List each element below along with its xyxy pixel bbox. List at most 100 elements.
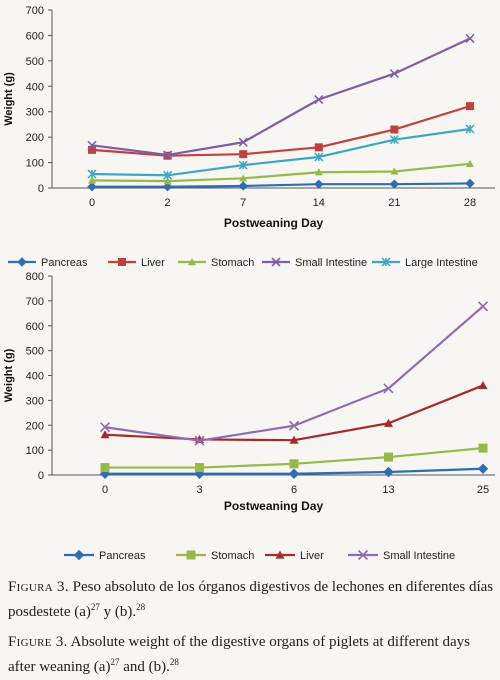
caption-english-mid: and (b).: [119, 659, 170, 675]
chart-b-series-small-intestine-point: [477, 301, 489, 312]
chart-b-series-stomach-point: [289, 459, 299, 469]
chart-b-series-liver-line: [104, 384, 484, 442]
caption-spanish-ref-a: 27: [90, 602, 100, 612]
chart-b-series-small-intestine-point: [194, 435, 205, 446]
chart-b-legend-label: Small Intestine: [383, 550, 455, 562]
chart-a-series-small-intestine-point: [389, 69, 399, 79]
chart-b-legend-marker: [186, 550, 196, 560]
chart-a-series-pancreas-point: [162, 182, 173, 192]
chart-a-series-liver-point: [390, 125, 399, 134]
chart-b-y-tick-label: 100: [26, 445, 44, 457]
caption-spanish: Figura 3. Peso absoluto de los órganos d…: [8, 577, 494, 622]
chart-a-series-stomach-point: [390, 167, 399, 175]
chart-a-y-axis-title: Weight (g): [3, 72, 15, 126]
chart-b-series-stomach-point: [100, 463, 110, 473]
chart-a-series-large-intestine-point: [465, 124, 475, 134]
chart-a-series-small-intestine: [87, 33, 475, 160]
chart-b-series-small-intestine-point: [99, 422, 111, 433]
chart-b-series-liver-point: [289, 435, 299, 444]
chart-a-series-small-intestine-point: [314, 94, 324, 105]
chart-a-legend: Pancreas Liver Stomach Small Intestine Large…: [8, 257, 478, 268]
chart-a-series-pancreas-point: [238, 181, 248, 191]
chart-a-series-pancreas-point: [465, 178, 475, 189]
chart-b-x-tick-label: 25: [477, 484, 489, 496]
chart-a-legend-item-large-intestine: Large Intestine: [372, 257, 478, 268]
chart-a-series-pancreas-point: [389, 179, 400, 189]
chart-a-series-large-intestine-point: [389, 135, 399, 145]
chart-a-legend-item-pancreas: Pancreas: [8, 257, 88, 268]
chart-a-series-pancreas-point: [314, 179, 324, 189]
caption-english-body: Absolute weight of the digestive organs …: [8, 634, 470, 675]
chart-b-series-small-intestine-point: [288, 420, 300, 431]
caption-english-ref-b: 28: [169, 657, 179, 667]
chart-a-series-pancreas: [87, 178, 475, 192]
chart-b-x-axis-title: Postweaning Day: [224, 499, 324, 513]
chart-a-x-tick-label: 2: [165, 197, 171, 209]
chart-b-series-pancreas-point: [477, 463, 489, 474]
chart-a-x-tick-label: 0: [89, 197, 95, 209]
chart-b-series-liver-point: [100, 430, 110, 439]
chart-a-y-tick-label: 500: [26, 56, 44, 68]
chart-a-legend-label: Liver: [141, 257, 165, 268]
caption-english-text: Absolute weight of the digestive organs …: [8, 634, 470, 675]
chart-b-x-tick-label: 13: [382, 484, 394, 496]
chart-b-series-small-intestine: [99, 301, 489, 446]
caption-english: Figure 3. Absolute weight of the digesti…: [8, 632, 494, 677]
chart-a-y-tick-label: 200: [26, 132, 44, 144]
chart-a-series-liver-point: [466, 102, 474, 111]
chart-a-series-liver-point: [239, 150, 248, 159]
chart-a-series-large-intestine-point: [238, 160, 248, 170]
chart-b-legend-marker: [357, 549, 369, 561]
chart-b-legend-item-small-intestine: Small Intestine: [348, 549, 455, 562]
chart-b-series-stomach: [100, 443, 488, 473]
chart-a-series-large-intestine-line: [91, 127, 471, 177]
chart-a-y-tick-label: 100: [26, 158, 44, 170]
chart-a-series-liver-point: [88, 145, 96, 154]
chart-b-y-tick-label: 0: [38, 470, 44, 482]
chart-b-series-small-intestine-line: [104, 305, 484, 442]
chart-a-y-tick-label: 600: [26, 30, 44, 42]
chart-a-series-small-intestine-point: [163, 150, 173, 160]
chart-a-series-stomach-line: [91, 162, 471, 183]
chart-b-y-tick-label: 600: [26, 321, 44, 333]
chart-b-y-tick-label: 400: [26, 371, 44, 383]
chart-b-legend-label: Liver: [300, 550, 324, 562]
chart-b-legend-marker: [73, 549, 85, 561]
chart-b-series-stomach-point: [195, 463, 204, 473]
chart-a-legend-label: Small Intestine: [295, 257, 367, 268]
chart-a-x-tick-label: 7: [240, 197, 246, 209]
chart-b-legend-item-stomach: Stomach: [176, 550, 254, 562]
chart-a-series-large-intestine-point: [87, 169, 97, 179]
chart-b-y-tick-label: 800: [26, 271, 44, 283]
chart-a-legend-marker: [17, 257, 27, 267]
caption-spanish-ref-b: 28: [136, 602, 146, 612]
chart-a-legend-marker: [381, 257, 391, 267]
caption-spanish-body: Peso absoluto de los órganos digestivos …: [8, 579, 494, 620]
chart-b-series-pancreas-point: [288, 468, 300, 479]
caption-spanish-mid: y (b).: [99, 604, 137, 620]
chart-a-x-tick-label: 21: [388, 197, 400, 209]
chart-b-series-stomach-point: [384, 452, 393, 462]
chart-a-legend-marker: [271, 257, 281, 267]
chart-a-legend-label: Pancreas: [41, 257, 88, 268]
chart-a-series-stomach-point: [314, 168, 323, 176]
chart-a-series-large-intestine: [87, 124, 475, 180]
caption-spanish-label: Figura 3.: [8, 579, 69, 595]
chart-a-series-stomach: [88, 159, 474, 185]
chart-b-series-pancreas-point: [383, 466, 394, 478]
chart-b-y-tick-label: 300: [26, 395, 44, 407]
chart-a-series-liver-point: [314, 143, 323, 152]
chart-b-series-small-intestine-point: [383, 383, 394, 394]
chart-b: 0 100 200 300 400 500 600 700 800 0 3 6 13 25 Postwean…: [3, 271, 495, 562]
chart-a-series-pancreas-line: [92, 182, 471, 188]
chart-a-legend-item-small-intestine: Small Intestine: [262, 257, 367, 268]
chart-a: 0 100 200 300 400 500 600 700 0 2 7 14 21 28 Postweani…: [3, 5, 495, 268]
chart-b-legend: Pancreas Stomach Liver Small Intestine: [64, 549, 455, 562]
chart-b-series-stomach-point: [478, 443, 488, 453]
caption-english-ref-a: 27: [110, 657, 120, 667]
chart-a-legend-label: Large Intestine: [405, 257, 478, 268]
chart-a-series-liver-line: [91, 105, 471, 157]
chart-a-series-small-intestine-line: [91, 37, 471, 157]
chart-a-series-large-intestine-point: [163, 170, 173, 180]
